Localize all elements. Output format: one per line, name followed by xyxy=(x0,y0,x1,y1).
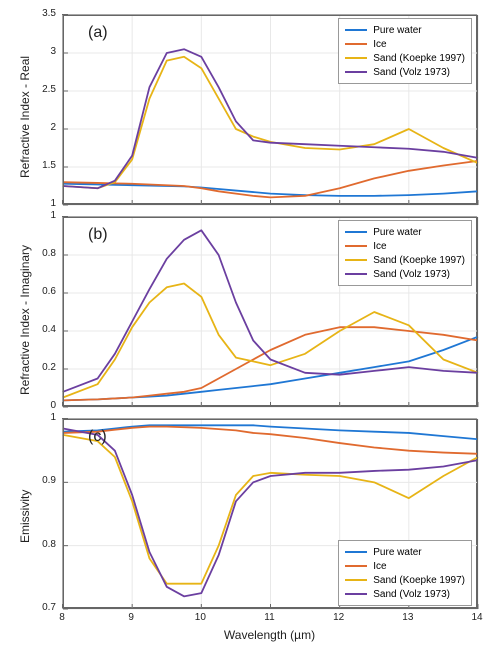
legend-swatch xyxy=(345,57,367,59)
legend-label: Sand (Volz 1973) xyxy=(373,269,450,280)
ytick-label: 0 xyxy=(50,400,56,411)
ytick-label: 0.4 xyxy=(42,324,56,335)
legend-item: Sand (Koepke 1997) xyxy=(345,573,465,587)
legend-item: Ice xyxy=(345,37,465,51)
legend-c: Pure water Ice Sand (Koepke 1997) Sand (Vol… xyxy=(338,540,472,606)
legend-swatch xyxy=(345,29,367,31)
ytick-label: 0.8 xyxy=(42,248,56,259)
ytick-label: 0.6 xyxy=(42,286,56,297)
legend-item: Pure water xyxy=(345,23,465,37)
legend-label: Ice xyxy=(373,241,386,252)
legend-item: Pure water xyxy=(345,545,465,559)
legend-label: Sand (Koepke 1997) xyxy=(373,255,465,266)
legend-swatch xyxy=(345,259,367,261)
legend-swatch xyxy=(345,273,367,275)
legend-label: Sand (Volz 1973) xyxy=(373,67,450,78)
legend-label: Sand (Koepke 1997) xyxy=(373,53,465,64)
ylabel-b: Refractive Index - Imaginary xyxy=(18,245,32,395)
panel-letter-a: (a) xyxy=(88,24,108,42)
legend-item: Ice xyxy=(345,239,465,253)
ytick-label: 3 xyxy=(50,46,56,57)
legend-b: Pure water Ice Sand (Koepke 1997) Sand (Vol… xyxy=(338,220,472,286)
panel-letter-b: (b) xyxy=(88,226,108,244)
xtick-label: 12 xyxy=(329,612,349,623)
ytick-label: 1 xyxy=(50,210,56,221)
legend-swatch xyxy=(345,43,367,45)
legend-swatch xyxy=(345,551,367,553)
legend-a: Pure water Ice Sand (Koepke 1997) Sand (Vol… xyxy=(338,18,472,84)
legend-item: Pure water xyxy=(345,225,465,239)
legend-swatch xyxy=(345,593,367,595)
ytick-label: 3.5 xyxy=(42,8,56,19)
figure: 1 1.5 2 2.5 3 3.5 Refractive Index - Real (a) Pu… xyxy=(0,0,500,670)
legend-item: Sand (Koepke 1997) xyxy=(345,51,465,65)
ytick-label: 0.9 xyxy=(42,475,56,486)
panel-letter-c: (c) xyxy=(88,428,107,446)
legend-swatch xyxy=(345,579,367,581)
legend-swatch xyxy=(345,565,367,567)
legend-label: Pure water xyxy=(373,25,421,36)
legend-item: Ice xyxy=(345,559,465,573)
ytick-label: 1.5 xyxy=(42,160,56,171)
ylabel-a: Refractive Index - Real xyxy=(18,56,32,178)
ytick-label: 0.2 xyxy=(42,362,56,373)
ytick-label: 2.5 xyxy=(42,84,56,95)
legend-label: Pure water xyxy=(373,227,421,238)
legend-item: Sand (Volz 1973) xyxy=(345,267,465,281)
legend-label: Pure water xyxy=(373,547,421,558)
legend-label: Sand (Koepke 1997) xyxy=(373,575,465,586)
legend-swatch xyxy=(345,71,367,73)
ytick-label: 1 xyxy=(50,198,56,209)
legend-item: Sand (Volz 1973) xyxy=(345,587,465,601)
xtick-label: 13 xyxy=(398,612,418,623)
xtick-label: 11 xyxy=(260,612,280,623)
xtick-label: 9 xyxy=(121,612,141,623)
ytick-label: 2 xyxy=(50,122,56,133)
legend-label: Ice xyxy=(373,39,386,50)
legend-swatch xyxy=(345,231,367,233)
xtick-label: 14 xyxy=(467,612,487,623)
legend-swatch xyxy=(345,245,367,247)
legend-label: Ice xyxy=(373,561,386,572)
xtick-label: 10 xyxy=(190,612,210,623)
xlabel: Wavelength (µm) xyxy=(62,628,477,642)
xtick-label: 8 xyxy=(52,612,72,623)
legend-label: Sand (Volz 1973) xyxy=(373,589,450,600)
ytick-label: 1 xyxy=(50,412,56,423)
ytick-label: 0.8 xyxy=(42,539,56,550)
legend-item: Sand (Koepke 1997) xyxy=(345,253,465,267)
legend-item: Sand (Volz 1973) xyxy=(345,65,465,79)
ylabel-c: Emissivity xyxy=(18,490,32,543)
